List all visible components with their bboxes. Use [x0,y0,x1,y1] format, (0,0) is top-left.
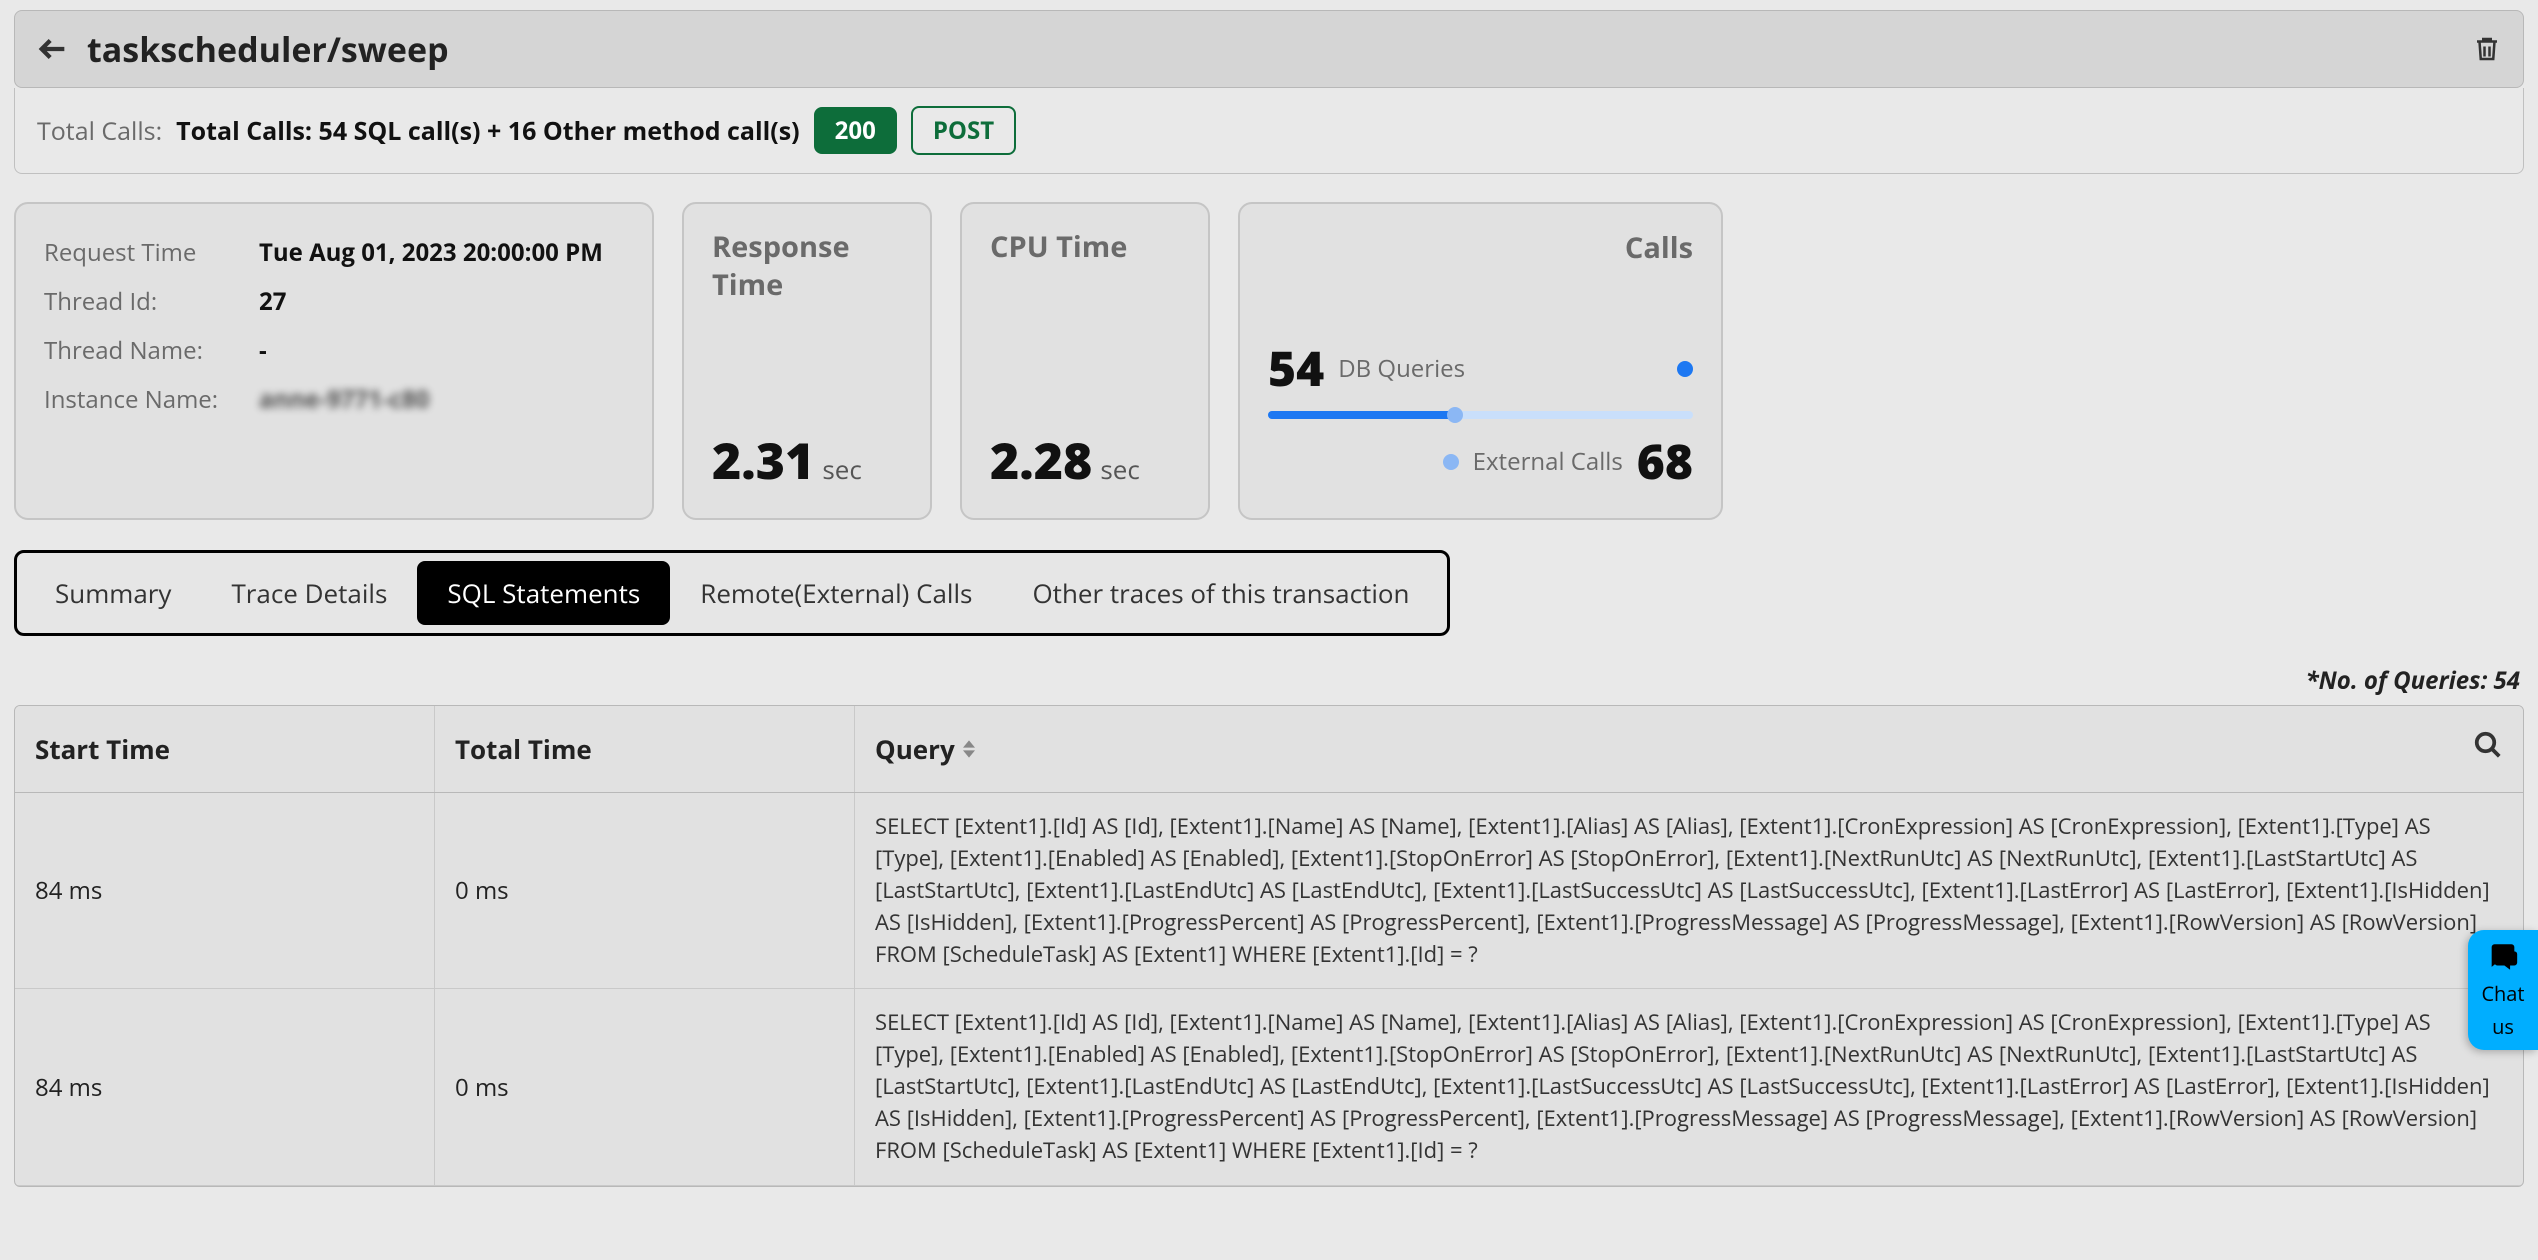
table-row[interactable]: 84 ms0 msSELECT [Extent1].[Id] AS [Id], … [15,793,2523,989]
search-icon [2473,730,2503,760]
summary-strip: Total Calls: Total Calls: 54 SQL call(s)… [14,88,2524,174]
thread-id-label: Thread Id: [44,277,259,326]
tab-remote[interactable]: Remote(External) Calls [670,561,1002,625]
sql-queries-table: Start Time Total Time Query 84 ms0 msSEL… [14,705,2524,1187]
queries-count-note: *No. of Queries: 54 [0,664,2520,697]
trash-icon [2472,34,2502,64]
external-calls-label: External Calls [1473,445,1623,478]
thread-name-value: - [259,326,624,375]
request-time-label: Request Time [44,228,259,277]
query-search-button[interactable] [2473,730,2503,768]
db-legend-dot-icon [1677,361,1693,377]
cpu-time-title: CPU Time [990,228,1180,266]
ext-legend-dot-icon [1443,454,1459,470]
tab-other[interactable]: Other traces of this transaction [1002,561,1439,625]
status-code-badge: 200 [814,107,897,154]
cpu-time-unit: sec [1100,451,1139,487]
cell-query: SELECT [Extent1].[Id] AS [Id], [Extent1]… [855,989,2523,1184]
col-total-time[interactable]: Total Time [435,706,855,792]
tab-sql[interactable]: SQL Statements [417,561,670,625]
instance-name-value: anne-9771-c80 [259,375,624,424]
http-method-badge: POST [911,106,1016,155]
table-body: 84 ms0 msSELECT [Extent1].[Id] AS [Id], … [15,793,2523,1186]
thread-id-value: 27 [259,277,624,326]
db-queries-value: 54 [1268,336,1324,401]
instance-name-label: Instance Name: [44,375,259,424]
page-title: taskscheduler/sweep [87,26,449,72]
tab-trace[interactable]: Trace Details [201,561,417,625]
external-calls-value: 68 [1637,429,1693,494]
response-time-card: Response Time 2.31 sec [682,202,932,520]
col-query-label: Query [875,731,955,767]
calls-card-title: Calls [1268,228,1693,267]
calls-card: Calls 54 DB Queries External Calls 68 [1238,202,1723,520]
total-calls-label: Total Calls: [37,114,162,148]
calls-bar-fill [1268,411,1455,419]
calls-bar-marker-icon [1447,407,1463,423]
delete-button[interactable] [2469,31,2505,67]
chat-icon [2486,940,2520,974]
calls-bar [1268,411,1693,419]
cell-query: SELECT [Extent1].[Id] AS [Id], [Extent1]… [855,793,2523,988]
request-time-value: Tue Aug 01, 2023 20:00:00 PM [259,228,624,277]
page-titlebar: taskscheduler/sweep [14,10,2524,88]
cell-start-time: 84 ms [15,793,435,988]
col-query[interactable]: Query [855,706,2523,792]
thread-name-label: Thread Name: [44,326,259,375]
cell-total-time: 0 ms [435,793,855,988]
total-calls-text: Total Calls: 54 SQL call(s) + 16 Other m… [176,114,799,148]
response-time-value: 2.31 [712,426,814,494]
sort-arrows-icon [963,740,975,758]
table-row[interactable]: 84 ms0 msSELECT [Extent1].[Id] AS [Id], … [15,989,2523,1185]
table-header-row: Start Time Total Time Query [15,706,2523,793]
info-cards-row: Request Time Tue Aug 01, 2023 20:00:00 P… [14,202,2524,520]
request-meta-card: Request Time Tue Aug 01, 2023 20:00:00 P… [14,202,654,520]
back-button[interactable] [33,29,73,69]
cpu-time-value: 2.28 [990,426,1092,494]
response-time-title: Response Time [712,228,902,303]
col-total-time-label: Total Time [455,731,592,767]
db-queries-label: DB Queries [1338,352,1465,385]
chat-widget-line1: Chat [2481,980,2524,1007]
chat-widget-line2: us [2492,1013,2514,1040]
cpu-time-card: CPU Time 2.28 sec [960,202,1210,520]
cell-start-time: 84 ms [15,989,435,1184]
tab-bar: SummaryTrace DetailsSQL StatementsRemote… [14,550,1450,636]
response-time-unit: sec [822,451,861,487]
col-start-time[interactable]: Start Time [15,706,435,792]
cell-total-time: 0 ms [435,989,855,1184]
tab-summary[interactable]: Summary [25,561,201,625]
chat-widget[interactable]: Chat us [2468,930,2538,1050]
back-arrow-icon [36,32,70,66]
col-start-time-label: Start Time [35,731,170,767]
